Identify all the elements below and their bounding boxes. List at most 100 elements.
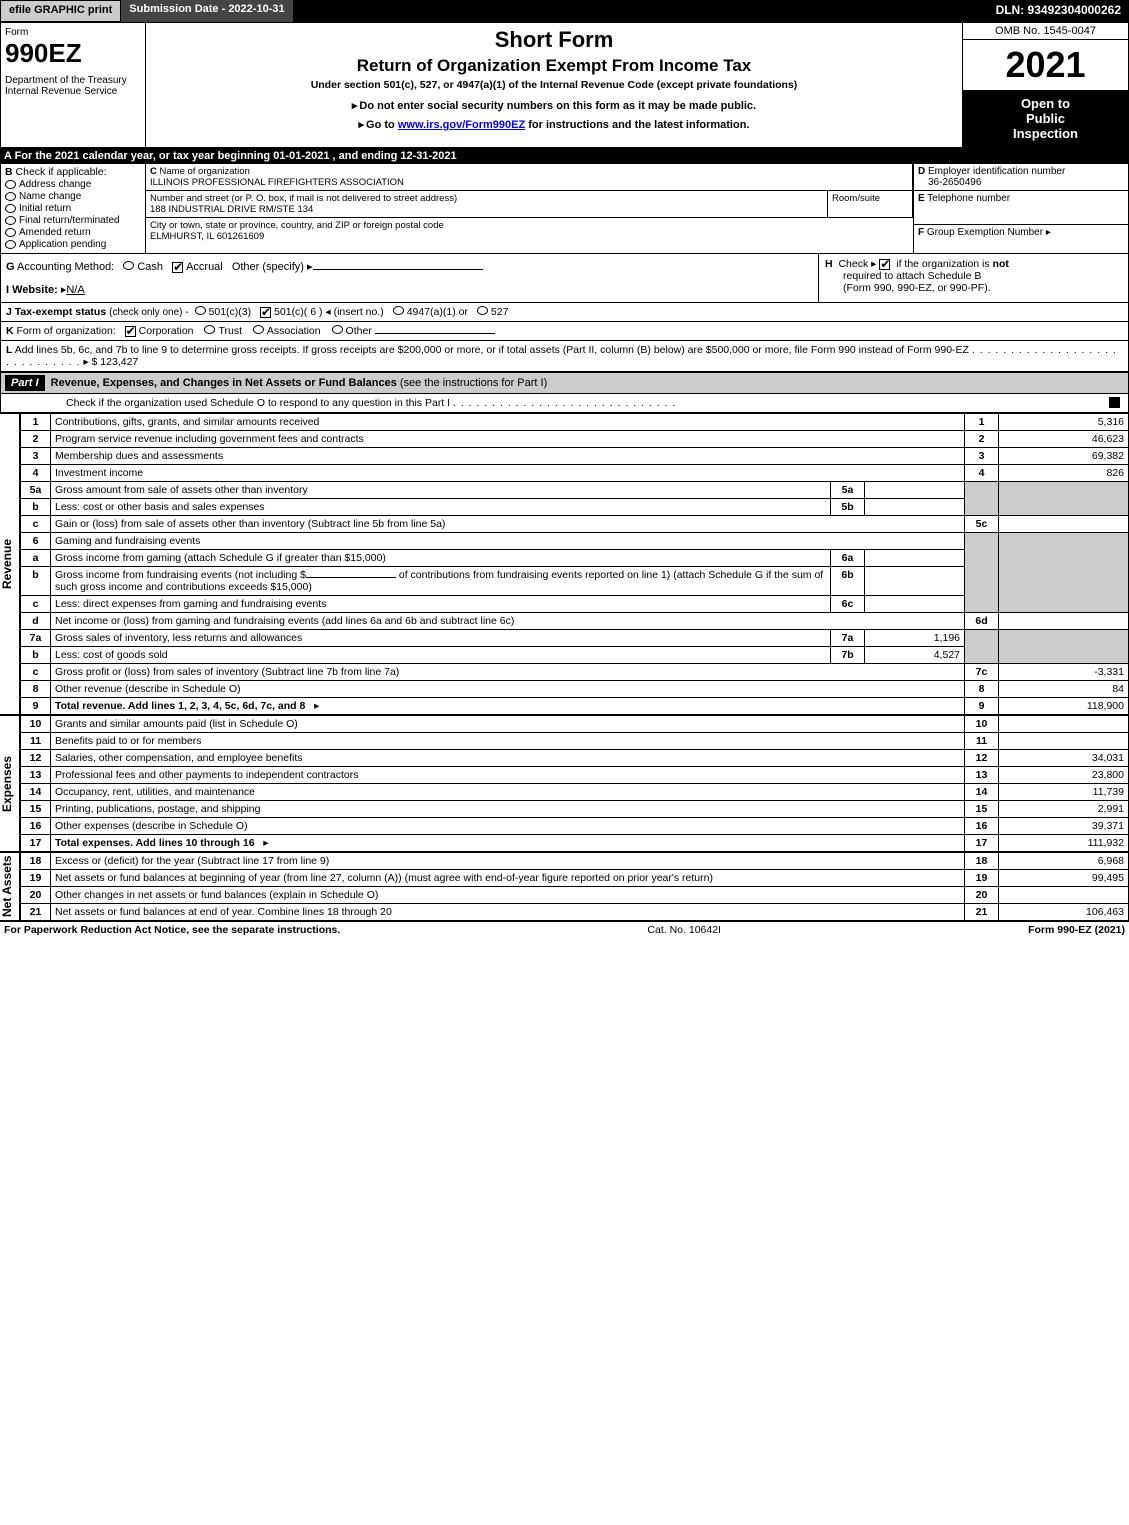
under-section: Under section 501(c), 527, or 4947(a)(1)…: [150, 79, 958, 91]
cb-name-change[interactable]: Name change: [5, 191, 141, 202]
revenue-section: Revenue 1Contributions, gifts, grants, a…: [0, 413, 1129, 715]
table-row: 20Other changes in net assets or fund ba…: [21, 887, 1129, 904]
top-bar: efile GRAPHIC print Submission Date - 20…: [0, 0, 1129, 22]
open-public-badge: Open toPublicInspection: [963, 90, 1128, 147]
org-info-block: B Check if applicable: Address change Na…: [0, 164, 1129, 254]
short-form-title: Short Form: [150, 27, 958, 53]
val-6b: [865, 567, 965, 596]
val-10: [999, 716, 1129, 733]
val-3: 69,382: [999, 448, 1129, 465]
room-suite-label: Room/suite: [828, 191, 913, 217]
val-9: 118,900: [999, 698, 1129, 715]
part1-header: Part I Revenue, Expenses, and Changes in…: [0, 372, 1129, 394]
cb-cash[interactable]: [123, 261, 134, 270]
val-7a: 1,196: [865, 630, 965, 647]
expenses-label: Expenses: [0, 715, 20, 852]
c-name-label: Name of organization: [160, 166, 250, 177]
cb-address-change[interactable]: Address change: [5, 179, 141, 190]
line-j: J Tax-exempt status (check only one) - 5…: [0, 303, 1129, 322]
footer-mid: Cat. No. 10642I: [647, 924, 721, 936]
table-row: bGross income from fundraising events (n…: [21, 567, 1129, 596]
val-19: 99,495: [999, 870, 1129, 887]
footer-right: Form 990-EZ (2021): [1028, 924, 1125, 936]
table-row: cGross profit or (loss) from sales of in…: [21, 664, 1129, 681]
val-2: 46,623: [999, 431, 1129, 448]
cb-final-return[interactable]: Final return/terminated: [5, 215, 141, 226]
org-city: ELMHURST, IL 601261609: [150, 231, 264, 242]
table-row: 1Contributions, gifts, grants, and simil…: [21, 414, 1129, 431]
omb-number: OMB No. 1545-0047: [963, 23, 1128, 40]
tax-year: 2021: [963, 40, 1128, 90]
form-header: Form 990EZ Department of the Treasury In…: [0, 22, 1129, 148]
val-5a: [865, 482, 965, 499]
table-row: 8Other revenue (describe in Schedule O)8…: [21, 681, 1129, 698]
table-row: 19Net assets or fund balances at beginni…: [21, 870, 1129, 887]
line-l: L Add lines 5b, 6c, and 7b to line 9 to …: [0, 341, 1129, 372]
val-17: 111,932: [999, 835, 1129, 852]
cb-amended-return[interactable]: Amended return: [5, 227, 141, 238]
irs-link[interactable]: www.irs.gov/Form990EZ: [398, 119, 525, 131]
cb-527[interactable]: [477, 306, 488, 315]
val-6a: [865, 550, 965, 567]
i-label: Website:: [12, 284, 58, 296]
cb-4947[interactable]: [393, 306, 404, 315]
val-11: [999, 733, 1129, 750]
net-assets-section: Net Assets 18Excess or (deficit) for the…: [0, 852, 1129, 921]
table-row: dNet income or (loss) from gaming and fu…: [21, 613, 1129, 630]
part1-check: Check if the organization used Schedule …: [0, 394, 1129, 413]
val-14: 11,739: [999, 784, 1129, 801]
gross-receipts: $ 123,427: [92, 356, 139, 368]
cb-application-pending[interactable]: Application pending: [5, 239, 141, 250]
val-6d: [999, 613, 1129, 630]
line-k: K Form of organization: Corporation Trus…: [0, 322, 1129, 341]
val-15: 2,991: [999, 801, 1129, 818]
table-row: cLess: direct expenses from gaming and f…: [21, 596, 1129, 613]
table-row: 15Printing, publications, postage, and s…: [21, 801, 1129, 818]
g-other: Other (specify): [232, 261, 304, 273]
table-row: 17Total expenses. Add lines 10 through 1…: [21, 835, 1129, 852]
cb-corporation[interactable]: [125, 326, 136, 337]
table-row: 13Professional fees and other payments t…: [21, 767, 1129, 784]
cb-other-org[interactable]: [332, 325, 343, 334]
goto-line: Go to www.irs.gov/Form990EZ for instruct…: [150, 118, 958, 131]
val-5c: [999, 516, 1129, 533]
submission-date: Submission Date - 2022-10-31: [121, 0, 292, 22]
cb-501c3[interactable]: [195, 306, 206, 315]
table-row: 11Benefits paid to or for members11: [21, 733, 1129, 750]
org-street: 188 INDUSTRIAL DRIVE RM/STE 134: [150, 204, 313, 215]
val-12: 34,031: [999, 750, 1129, 767]
cb-schedule-b[interactable]: [879, 259, 890, 270]
val-13: 23,800: [999, 767, 1129, 784]
cb-schedule-o[interactable]: [1109, 397, 1120, 408]
table-row: 9Total revenue. Add lines 1, 2, 3, 4, 5c…: [21, 698, 1129, 715]
table-row: 5aGross amount from sale of assets other…: [21, 482, 1129, 499]
table-row: 10Grants and similar amounts paid (list …: [21, 716, 1129, 733]
val-4: 826: [999, 465, 1129, 482]
g-label: Accounting Method:: [17, 261, 114, 273]
efile-print-button[interactable]: efile GRAPHIC print: [0, 0, 121, 22]
form-label: Form: [5, 27, 141, 38]
table-row: 6Gaming and fundraising events: [21, 533, 1129, 550]
h-line3: (Form 990, 990-EZ, or 990-PF).: [825, 282, 1122, 294]
val-7c: -3,331: [999, 664, 1129, 681]
table-row: aGross income from gaming (attach Schedu…: [21, 550, 1129, 567]
table-row: cGain or (loss) from sale of assets othe…: [21, 516, 1129, 533]
ein: 36-2650496: [918, 177, 981, 188]
revenue-label: Revenue: [0, 413, 20, 715]
table-row: 16Other expenses (describe in Schedule O…: [21, 818, 1129, 835]
table-row: 12Salaries, other compensation, and empl…: [21, 750, 1129, 767]
val-21: 106,463: [999, 904, 1129, 921]
val-6c: [865, 596, 965, 613]
ssn-warning: Do not enter social security numbers on …: [150, 99, 958, 112]
cb-initial-return[interactable]: Initial return: [5, 203, 141, 214]
dln: DLN: 93492304000262: [988, 0, 1129, 22]
c-street-label: Number and street (or P. O. box, if mail…: [150, 193, 457, 204]
form-number: 990EZ: [5, 38, 141, 69]
cb-accrual[interactable]: [172, 262, 183, 273]
cb-trust[interactable]: [204, 325, 215, 334]
val-20: [999, 887, 1129, 904]
cb-association[interactable]: [253, 325, 264, 334]
page-footer: For Paperwork Reduction Act Notice, see …: [0, 921, 1129, 938]
table-row: 2Program service revenue including gover…: [21, 431, 1129, 448]
cb-501c[interactable]: [260, 307, 271, 318]
